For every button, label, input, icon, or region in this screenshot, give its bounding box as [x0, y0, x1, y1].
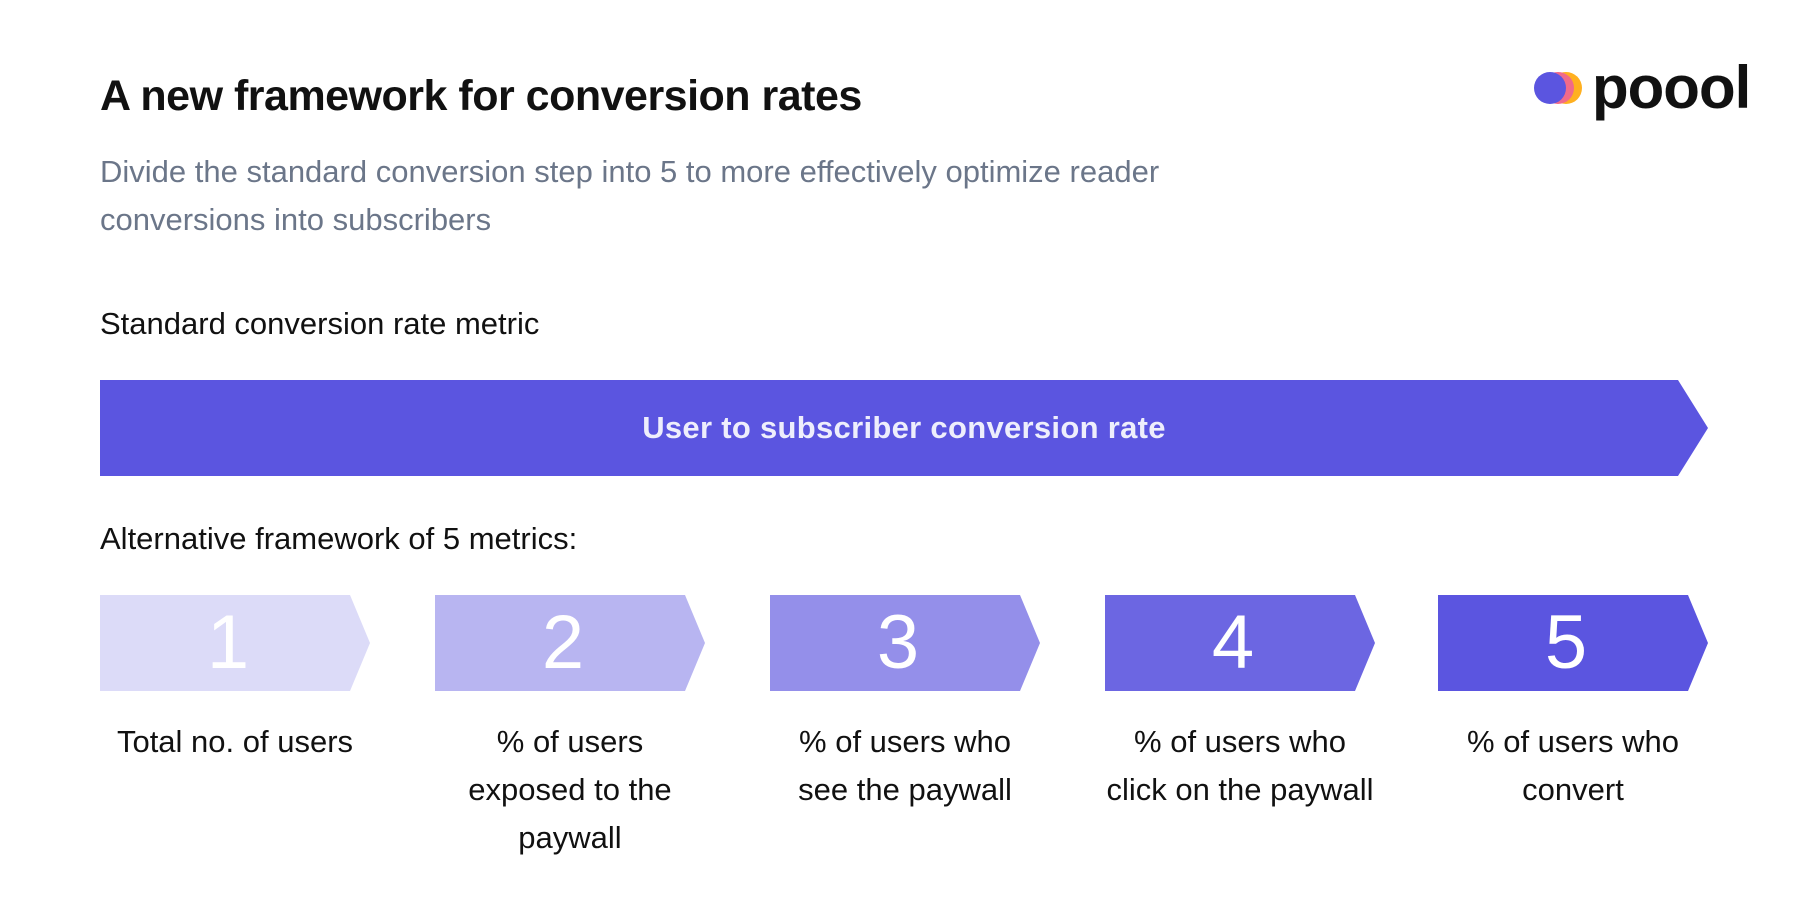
- brand-logo: poool: [1520, 52, 1760, 124]
- alternative-framework-label: Alternative framework of 5 metrics:: [100, 521, 578, 556]
- step-1-number: 1: [206, 600, 250, 685]
- step-4-description: % of users who click on the paywall: [1106, 724, 1374, 807]
- step-5-number: 5: [1544, 600, 1588, 685]
- standard-metric-label: Standard conversion rate metric: [100, 306, 540, 341]
- page-title: A new framework for conversion rates: [100, 72, 862, 120]
- step-2-arrow: 2: [435, 595, 705, 691]
- overlapping-circles-logo-icon: [1534, 72, 1582, 104]
- step-1-description: Total no. of users: [116, 724, 354, 759]
- step-3-description: % of users who see the paywall: [798, 724, 1012, 807]
- step-4-number: 4: [1211, 600, 1255, 685]
- standard-conversion-arrow-label: User to subscriber conversion rate: [642, 410, 1166, 445]
- step-5-arrow: 5: [1438, 595, 1708, 691]
- step-2-description: % of users exposed to the paywall: [468, 724, 672, 855]
- step-3-number: 3: [876, 600, 920, 685]
- standard-conversion-arrow: [100, 380, 1708, 476]
- page-subtitle: Divide the standard conversion step into…: [100, 154, 1160, 237]
- step-2-number: 2: [541, 600, 585, 685]
- step-3-arrow: 3: [770, 595, 1040, 691]
- step-4-arrow: 4: [1105, 595, 1375, 691]
- step-1-arrow: 1: [100, 595, 370, 691]
- logo-wordmark: poool: [1592, 54, 1751, 121]
- step-5-description: % of users who convert: [1467, 724, 1679, 807]
